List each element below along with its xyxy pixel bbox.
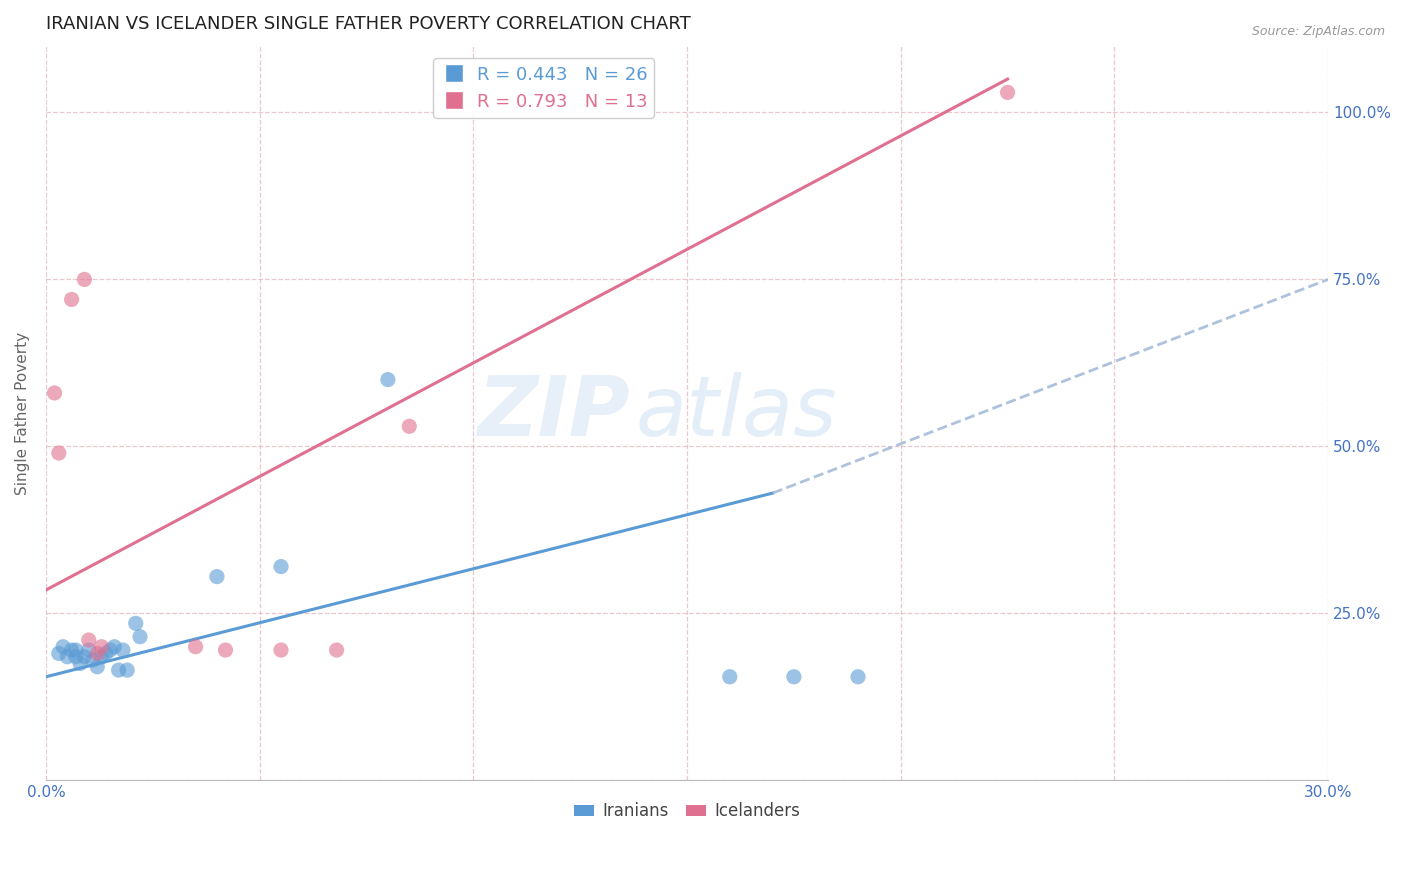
Point: [205, 569, 228, 583]
Text: ZIP: ZIP: [477, 373, 630, 453]
Point: [82, 653, 104, 667]
Point: [60, 643, 83, 657]
Text: IRANIAN VS ICELANDER SINGLE FATHER POVERTY CORRELATION CHART: IRANIAN VS ICELANDER SINGLE FATHER POVER…: [46, 15, 690, 33]
Y-axis label: Single Father Poverty: Single Father Poverty: [15, 332, 30, 494]
Point: [125, 616, 148, 631]
Point: [214, 643, 236, 657]
Point: [270, 643, 292, 657]
Point: [77, 643, 100, 657]
Point: [718, 670, 741, 684]
Point: [56, 649, 79, 664]
Point: [111, 643, 134, 657]
Point: [86, 659, 108, 673]
Point: [90, 640, 112, 654]
Point: [44, 386, 66, 401]
Point: [103, 640, 125, 654]
Point: [48, 647, 70, 661]
Point: [52, 640, 75, 654]
Point: [69, 657, 91, 671]
Point: [783, 670, 806, 684]
Point: [184, 640, 207, 654]
Point: [90, 649, 112, 664]
Text: Source: ZipAtlas.com: Source: ZipAtlas.com: [1251, 25, 1385, 38]
Point: [997, 86, 1019, 100]
Point: [73, 649, 96, 664]
Text: atlas: atlas: [636, 373, 838, 453]
Point: [325, 643, 347, 657]
Point: [77, 633, 100, 648]
Point: [73, 272, 96, 286]
Point: [98, 643, 121, 657]
Point: [377, 373, 399, 387]
Point: [398, 419, 420, 434]
Point: [60, 293, 83, 307]
Point: [86, 647, 108, 661]
Point: [107, 663, 129, 677]
Point: [129, 630, 152, 644]
Point: [846, 670, 869, 684]
Point: [48, 446, 70, 460]
Legend: Iranians, Icelanders: Iranians, Icelanders: [568, 796, 807, 827]
Point: [65, 649, 87, 664]
Point: [270, 559, 292, 574]
Point: [94, 647, 117, 661]
Point: [115, 663, 138, 677]
Point: [65, 643, 87, 657]
